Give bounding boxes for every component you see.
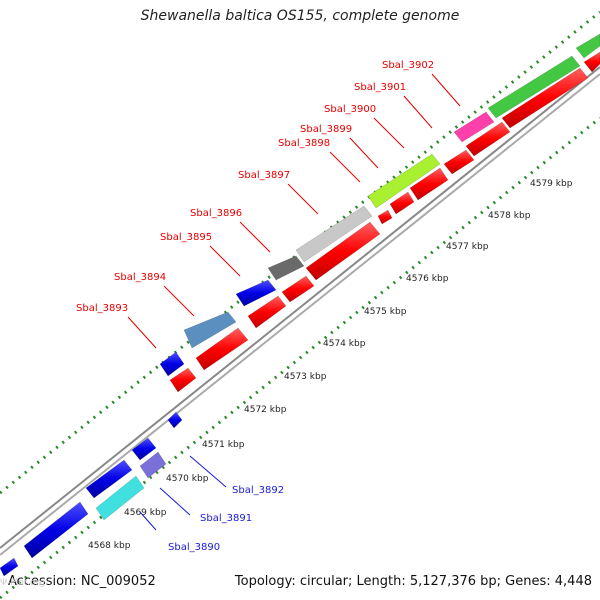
gene-feature[interactable] <box>443 149 475 175</box>
gene-feature[interactable] <box>167 411 183 429</box>
gene-feature[interactable] <box>377 209 393 225</box>
gene-label-leader-line <box>239 221 271 253</box>
inner-dotted-track <box>0 116 600 600</box>
gene-feature[interactable] <box>487 55 581 119</box>
gene-label-leader-line <box>127 316 157 349</box>
gene-label-leader-line <box>403 95 433 129</box>
tick-label: 4570 kbp <box>166 474 209 484</box>
gene-features-group <box>0 33 600 577</box>
gene-feature[interactable] <box>131 437 157 461</box>
gene-label-leader-line <box>287 183 319 215</box>
genome-title: Shewanella baltica OS155, complete genom… <box>140 8 460 24</box>
gene-feature[interactable] <box>267 255 305 281</box>
backbone-outer-line <box>0 66 600 549</box>
gene-feature[interactable] <box>0 557 19 577</box>
gene-feature[interactable] <box>501 67 589 129</box>
gene-feature[interactable] <box>367 153 441 209</box>
gene-label[interactable]: Sbal_3900 <box>324 104 376 115</box>
topology-text: Topology: circular; Length: 5,127,376 bp… <box>234 574 592 589</box>
tick-label: 4568 kbp <box>88 541 131 551</box>
tick-marks-group: 4568 kbp 4569 kbp 4570 kbp 4571 kbp 4572 kbp… <box>88 179 573 551</box>
gene-feature[interactable] <box>281 275 315 303</box>
gene-label-leader-line <box>159 487 191 516</box>
tick-label: 4574 kbp <box>323 339 366 349</box>
gene-label-leader-line <box>349 137 379 169</box>
gene-label-leader-line <box>139 511 157 531</box>
gene-label-leader-line <box>189 455 227 488</box>
gene-feature[interactable] <box>247 295 287 329</box>
gene-label[interactable]: Sbal_3892 <box>232 485 284 496</box>
gene-label[interactable]: Sbal_3893 <box>76 303 128 314</box>
gene-label[interactable]: Sbal_3890 <box>168 542 220 553</box>
gene-label[interactable]: Sbal_3898 <box>278 138 330 149</box>
gene-feature[interactable] <box>85 459 133 499</box>
gene-feature[interactable] <box>169 367 197 393</box>
gene-label-leader-line <box>431 73 461 107</box>
gene-label-leader-line <box>329 151 361 183</box>
tick-label: 4575 kbp <box>364 307 407 317</box>
tick-label: 4572 kbp <box>244 405 287 415</box>
gene-feature[interactable] <box>235 279 277 307</box>
tick-label: 4579 kbp <box>530 179 573 189</box>
gene-feature[interactable] <box>465 121 511 157</box>
gene-feature[interactable] <box>139 451 167 479</box>
backbone-inner-line <box>0 73 600 556</box>
gene-label[interactable]: Sbal_3891 <box>200 513 252 524</box>
gene-feature[interactable] <box>409 167 449 201</box>
gene-label[interactable]: Sbal_3899 <box>300 124 352 135</box>
gene-labels-group: Sbal_3890 Sbal_3891 Sbal_3892 Sbal_3893 Sbal… <box>76 60 461 553</box>
gene-feature[interactable] <box>195 327 249 371</box>
gene-feature[interactable] <box>95 475 145 521</box>
gene-label[interactable]: Sbal_3894 <box>114 272 166 283</box>
gene-feature[interactable] <box>453 111 495 143</box>
gene-feature[interactable] <box>23 501 89 559</box>
tick-label: 4577 kbp <box>446 242 489 252</box>
tick-label: 4576 kbp <box>406 274 449 284</box>
tick-label: 4569 kbp <box>124 508 167 518</box>
tick-label: 4573 kbp <box>284 372 327 382</box>
gene-feature[interactable] <box>159 351 185 377</box>
gene-feature[interactable] <box>575 33 600 59</box>
gene-label[interactable]: Sbal_3897 <box>238 170 290 181</box>
gene-label-leader-line <box>373 117 405 149</box>
gene-label[interactable]: Sbal_3902 <box>382 60 434 71</box>
gene-label[interactable]: Sbal_3895 <box>160 232 212 243</box>
gene-feature[interactable] <box>183 311 237 349</box>
tick-label: 4571 kbp <box>202 440 245 450</box>
plot-logo: Ψ-Plot.org <box>0 578 45 588</box>
gene-label-leader-line <box>209 245 241 277</box>
gene-feature[interactable] <box>583 51 600 73</box>
gene-feature[interactable] <box>295 205 373 263</box>
accession-text: Accession: NC_009052 <box>8 574 156 589</box>
gene-feature[interactable] <box>389 191 415 215</box>
tick-label: 4578 kbp <box>488 211 531 221</box>
gene-feature[interactable] <box>305 221 381 281</box>
gene-label[interactable]: Sbal_3901 <box>354 82 406 93</box>
gene-label[interactable]: Sbal_3896 <box>190 208 242 219</box>
gene-label-leader-line <box>163 285 195 317</box>
